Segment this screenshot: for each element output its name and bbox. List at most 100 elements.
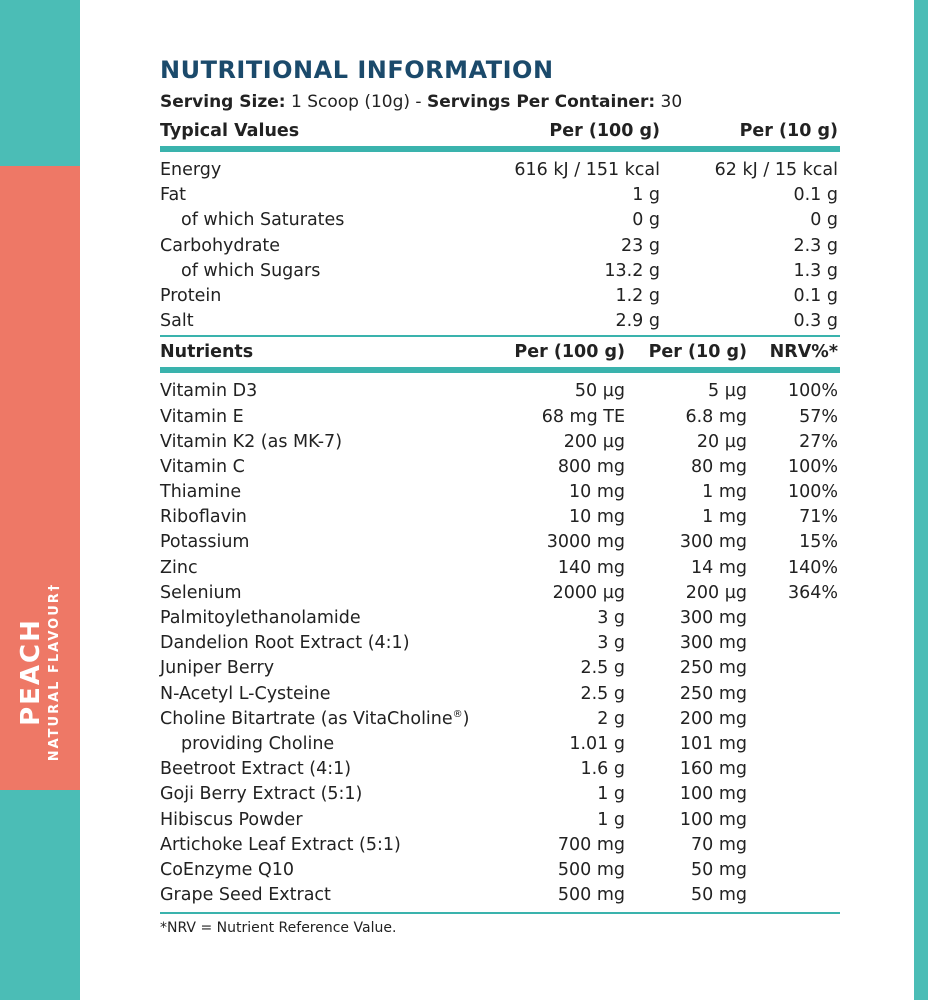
nutrient-row-per100: 200 µg (563, 431, 625, 452)
typical-header-rule (160, 146, 840, 152)
nutrient-row-name: Zinc (160, 557, 198, 578)
nutrient-row-per10: 70 mg (691, 834, 747, 855)
nutrients-end-rule (160, 912, 840, 915)
nutrient-row-per100: 3 g (597, 633, 625, 654)
nutrient-row-name-group: N-Acetyl L-Cysteine (160, 682, 331, 707)
nutrient-row-per10: 160 mg (679, 759, 747, 780)
typical-values-header: Typical Values Per (100 g) Per (10 g) (160, 116, 840, 146)
nutrient-row: Goji Berry Extract (5:1) 1 g 100 mg (160, 782, 840, 807)
nutrient-row-name-group: Thiamine (160, 480, 241, 505)
nutrient-row: Palmitoylethanolamide 3 g 300 mg (160, 606, 840, 631)
nutrient-row-per10: 1 mg (702, 482, 747, 503)
nutrient-row-per10: 200 mg (679, 708, 747, 729)
typical-row-per10: 0.3 g (793, 311, 838, 332)
nutrient-row-nrv: 100% (787, 381, 838, 402)
nutrient-row-per10: 1 mg (702, 507, 747, 528)
nutrient-row-name-group: Hibiscus Powder (160, 808, 303, 833)
typical-header-per100: Per (100 g) (549, 121, 660, 141)
typical-row-name: Carbohydrate (160, 235, 281, 256)
nutrient-row-per10: 101 mg (679, 733, 747, 754)
registered-mark: ® (452, 708, 463, 720)
nutrient-row-name: Selenium (160, 582, 242, 603)
nutrient-row-name: Riboflavin (160, 507, 247, 528)
nutrient-row-per100: 1 g (597, 809, 625, 830)
nutrient-row: Grape Seed Extract 500 mg 50 mg (160, 883, 840, 908)
nutrient-row: Artichoke Leaf Extract (5:1) 700 mg 70 mg (160, 833, 840, 858)
nutrient-row-name-group: Grape Seed Extract (160, 883, 331, 908)
nutrient-row-per10: 300 mg (679, 633, 747, 654)
nutrient-row-name: Vitamin E (160, 406, 244, 427)
nutrient-row-nrv: 364% (787, 582, 838, 603)
nutrients-header-name: Nutrients (160, 342, 254, 363)
nutrient-row-name-group: Vitamin K2 (as MK-7) (160, 430, 342, 455)
typical-values-table: Energy 616 kJ / 151 kcal 62 kJ / 15 kcal Fa… (160, 158, 840, 334)
nutrient-row-name: Vitamin D3 (160, 381, 258, 402)
nutrient-row-nrv: 15% (799, 532, 838, 553)
nutrient-row-per10: 50 mg (691, 885, 747, 906)
nutrient-row-name-group: Vitamin D3 (160, 379, 257, 404)
nutrient-row-per10: 50 mg (691, 859, 747, 880)
nutrient-row-name-group: Juniper Berry (160, 656, 274, 681)
nutrient-row-name: Dandelion Root Extract (4:1) (160, 633, 410, 654)
typical-row-name: Fat (160, 185, 187, 206)
nutrient-row-per100: 2.5 g (580, 658, 625, 679)
nutrient-row-per10: 250 mg (679, 683, 747, 704)
nutrient-row-name: Hibiscus Powder (160, 809, 303, 830)
flavour-name: PEACH (16, 618, 46, 726)
nutrient-row-nrv: 57% (799, 406, 838, 427)
typical-row-per10: 1.3 g (793, 260, 838, 281)
nutrient-row-nrv: 100% (787, 456, 838, 477)
nutrient-row-per10: 14 mg (691, 557, 747, 578)
serving-separator: - (415, 92, 422, 112)
nutrient-row-name-suffix: ) (462, 708, 470, 729)
nutrient-row-name-group: Choline Bitartrate (as VitaCholine®) (160, 707, 469, 732)
nutrient-row-per10: 300 mg (679, 608, 747, 628)
flavour-band: PEACH NATURAL FLAVOUR† (0, 166, 80, 790)
nutrient-row: Beetroot Extract (4:1) 1.6 g 160 mg (160, 757, 840, 782)
nutrient-row-per100: 50 µg (574, 381, 625, 402)
typical-row-per100: 616 kJ / 151 kcal (514, 160, 660, 180)
nutrients-header-rule (160, 367, 840, 374)
nutrients-table: Vitamin D3 50 µg 5 µg 100% Vitamin E 68 mg TE… (160, 379, 840, 908)
nutrient-row-name: Goji Berry Extract (5:1) (160, 784, 363, 805)
typical-row-per100: 1 g (632, 185, 660, 206)
nutrient-row-per100: 1.01 g (569, 733, 625, 754)
nutrient-row-name-group: Beetroot Extract (4:1) (160, 757, 351, 782)
nutrient-row: Zinc 140 mg 14 mg 140% (160, 556, 840, 581)
nutrient-row-per100: 1.6 g (580, 759, 625, 780)
nutrient-row-per100: 2 g (597, 708, 625, 729)
panel-title: NUTRITIONAL INFORMATION (160, 56, 554, 84)
nutrient-row-per100: 10 mg (569, 507, 625, 528)
nutrient-row-per100: 2000 µg (552, 582, 625, 603)
nutrient-row-name: Grape Seed Extract (160, 885, 331, 906)
nutrient-row-name: Artichoke Leaf Extract (5:1) (160, 834, 401, 855)
typical-row: Energy 616 kJ / 151 kcal 62 kJ / 15 kcal (160, 158, 840, 183)
nutrient-row: Dandelion Root Extract (4:1) 3 g 300 mg (160, 631, 840, 656)
nutrient-row: Thiamine 10 mg 1 mg 100% (160, 480, 840, 505)
nutrient-row: Vitamin D3 50 µg 5 µg 100% (160, 379, 840, 404)
nutrient-row-per100: 3 g (597, 608, 625, 628)
typical-row: Fat 1 g 0.1 g (160, 183, 840, 208)
nutrient-row-per10: 200 µg (685, 582, 747, 603)
nutrient-row-name: N-Acetyl L-Cysteine (160, 683, 331, 704)
serving-size-label: Serving Size: (160, 92, 286, 112)
typical-header-per10: Per (10 g) (739, 121, 838, 141)
typical-row-per100: 23 g (621, 235, 660, 256)
typical-row-per10: 62 kJ / 15 kcal (714, 160, 838, 180)
typical-row-name: Salt (160, 311, 194, 332)
nutrient-row-per100: 800 mg (557, 456, 625, 477)
nutrient-row-name: Beetroot Extract (4:1) (160, 759, 352, 780)
nutrients-header-nrv: NRV%* (769, 342, 838, 363)
nutrient-row-per10: 80 mg (691, 456, 747, 477)
servings-per-container-value: 30 (660, 92, 683, 112)
typical-row-per10: 0.1 g (793, 285, 838, 306)
nutrient-row-nrv: 100% (787, 482, 838, 503)
typical-row-per100: 1.2 g (615, 285, 660, 306)
typical-row-name: of which Sugars (181, 260, 321, 281)
nutrient-row-name-group: Selenium (160, 581, 242, 606)
typical-row: of which Saturates 0 g 0 g (160, 208, 840, 233)
typical-row: Protein 1.2 g 0.1 g (160, 284, 840, 309)
typical-row: Carbohydrate 23 g 2.3 g (160, 234, 840, 259)
nutrient-row-name: Choline Bitartrate (as VitaCholine (160, 708, 453, 729)
typical-row-name: of which Saturates (181, 210, 345, 231)
